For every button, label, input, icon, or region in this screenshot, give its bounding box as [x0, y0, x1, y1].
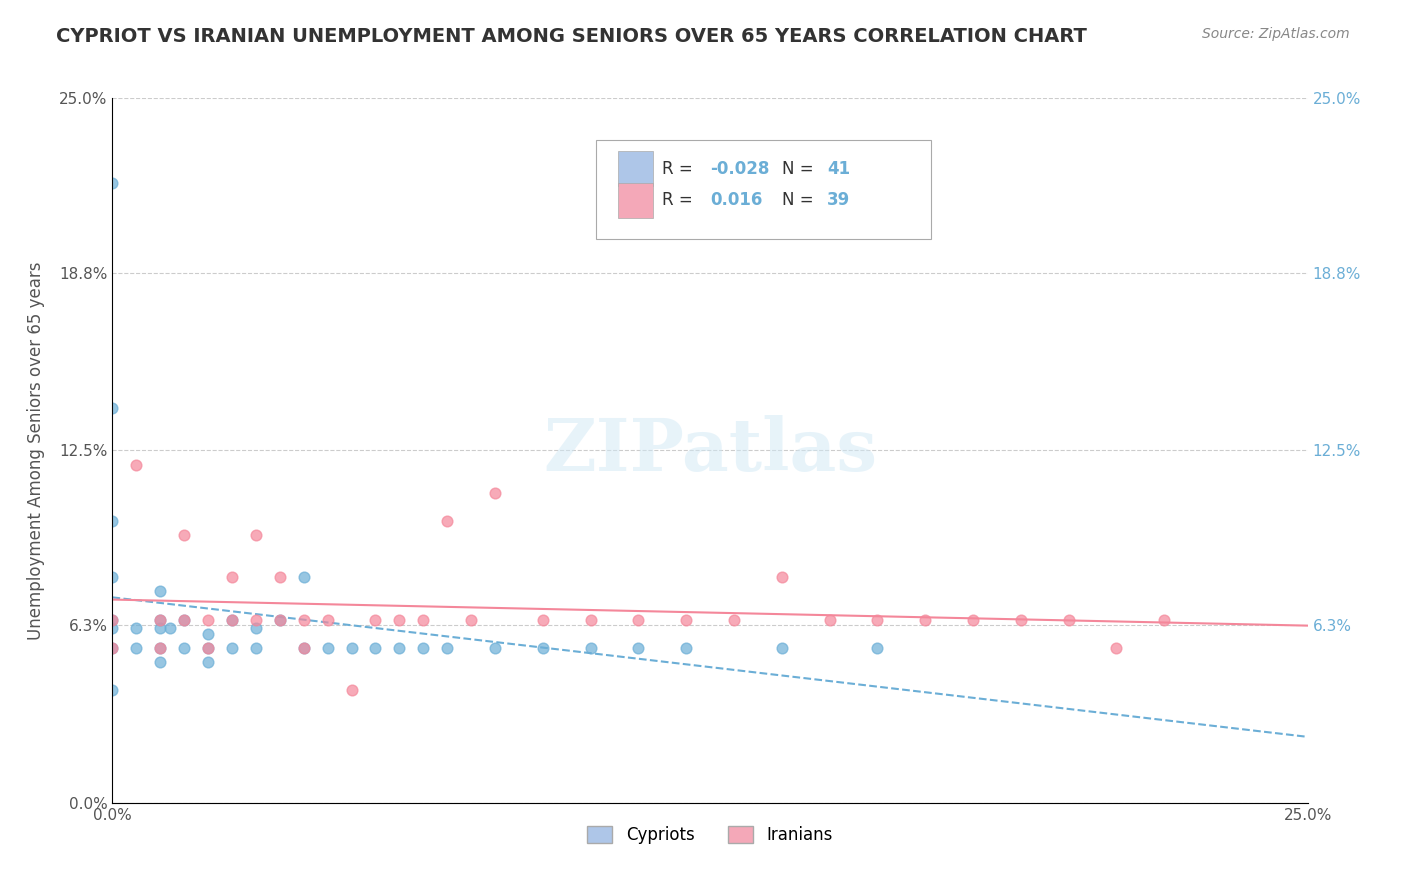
Point [197, 613, 219, 627]
Point [675, 613, 697, 627]
Point [149, 640, 172, 655]
Point [866, 640, 889, 655]
Point [292, 613, 315, 627]
Point [770, 640, 793, 655]
Point [245, 613, 267, 627]
Point [292, 640, 315, 655]
Point [364, 613, 387, 627]
Point [770, 570, 793, 584]
Point [173, 613, 195, 627]
Point [460, 613, 482, 627]
Text: N =: N = [782, 160, 818, 178]
Point [1057, 613, 1080, 627]
Point [149, 613, 172, 627]
Point [125, 458, 148, 472]
Text: N =: N = [782, 191, 818, 210]
Point [159, 621, 181, 635]
Point [101, 176, 124, 190]
Point [292, 570, 315, 584]
Text: -0.028: -0.028 [710, 160, 769, 178]
Point [269, 613, 291, 627]
Point [149, 584, 172, 599]
Point [627, 640, 650, 655]
Point [627, 613, 650, 627]
Point [292, 640, 315, 655]
Point [245, 640, 267, 655]
Text: 39: 39 [827, 191, 851, 210]
Point [149, 655, 172, 669]
Point [531, 613, 554, 627]
Point [436, 514, 458, 528]
Point [221, 640, 243, 655]
Point [101, 514, 124, 528]
Point [221, 613, 243, 627]
Point [962, 613, 984, 627]
Point [197, 626, 219, 640]
Point [173, 528, 195, 542]
Point [197, 640, 219, 655]
Text: 41: 41 [827, 160, 851, 178]
Point [340, 683, 363, 698]
Point [245, 528, 267, 542]
Point [1010, 613, 1032, 627]
Point [866, 613, 889, 627]
Point [388, 640, 411, 655]
Text: R =: R = [662, 160, 699, 178]
Point [531, 640, 554, 655]
Point [1153, 613, 1175, 627]
FancyBboxPatch shape [596, 140, 931, 239]
FancyBboxPatch shape [619, 152, 652, 186]
Point [436, 640, 458, 655]
Point [1105, 640, 1128, 655]
Point [149, 640, 172, 655]
Point [101, 613, 124, 627]
Point [675, 640, 697, 655]
Point [818, 613, 841, 627]
Point [340, 640, 363, 655]
Point [101, 683, 124, 698]
Text: CYPRIOT VS IRANIAN UNEMPLOYMENT AMONG SENIORS OVER 65 YEARS CORRELATION CHART: CYPRIOT VS IRANIAN UNEMPLOYMENT AMONG SE… [56, 27, 1087, 45]
Point [197, 655, 219, 669]
Point [316, 613, 339, 627]
Point [484, 640, 506, 655]
Point [579, 640, 602, 655]
Point [579, 613, 602, 627]
Point [101, 621, 124, 635]
Point [269, 613, 291, 627]
Point [173, 640, 195, 655]
Text: ZIPatlas: ZIPatlas [543, 415, 877, 486]
Point [125, 621, 148, 635]
Point [101, 570, 124, 584]
Point [149, 613, 172, 627]
Text: 0.016: 0.016 [710, 191, 762, 210]
Point [149, 621, 172, 635]
Point [484, 485, 506, 500]
Point [101, 401, 124, 416]
Point [221, 570, 243, 584]
Text: Source: ZipAtlas.com: Source: ZipAtlas.com [1202, 27, 1350, 41]
Point [245, 621, 267, 635]
Point [101, 640, 124, 655]
Point [197, 640, 219, 655]
Text: R =: R = [662, 191, 699, 210]
Point [221, 613, 243, 627]
Point [316, 640, 339, 655]
Point [173, 613, 195, 627]
Point [101, 640, 124, 655]
Point [914, 613, 936, 627]
Point [412, 613, 434, 627]
Legend: Cypriots, Iranians: Cypriots, Iranians [581, 820, 839, 851]
Y-axis label: Unemployment Among Seniors over 65 years: Unemployment Among Seniors over 65 years [27, 261, 45, 640]
FancyBboxPatch shape [619, 183, 652, 218]
Point [723, 613, 745, 627]
Point [364, 640, 387, 655]
Point [269, 570, 291, 584]
Point [388, 613, 411, 627]
Point [125, 640, 148, 655]
Point [101, 613, 124, 627]
Point [412, 640, 434, 655]
